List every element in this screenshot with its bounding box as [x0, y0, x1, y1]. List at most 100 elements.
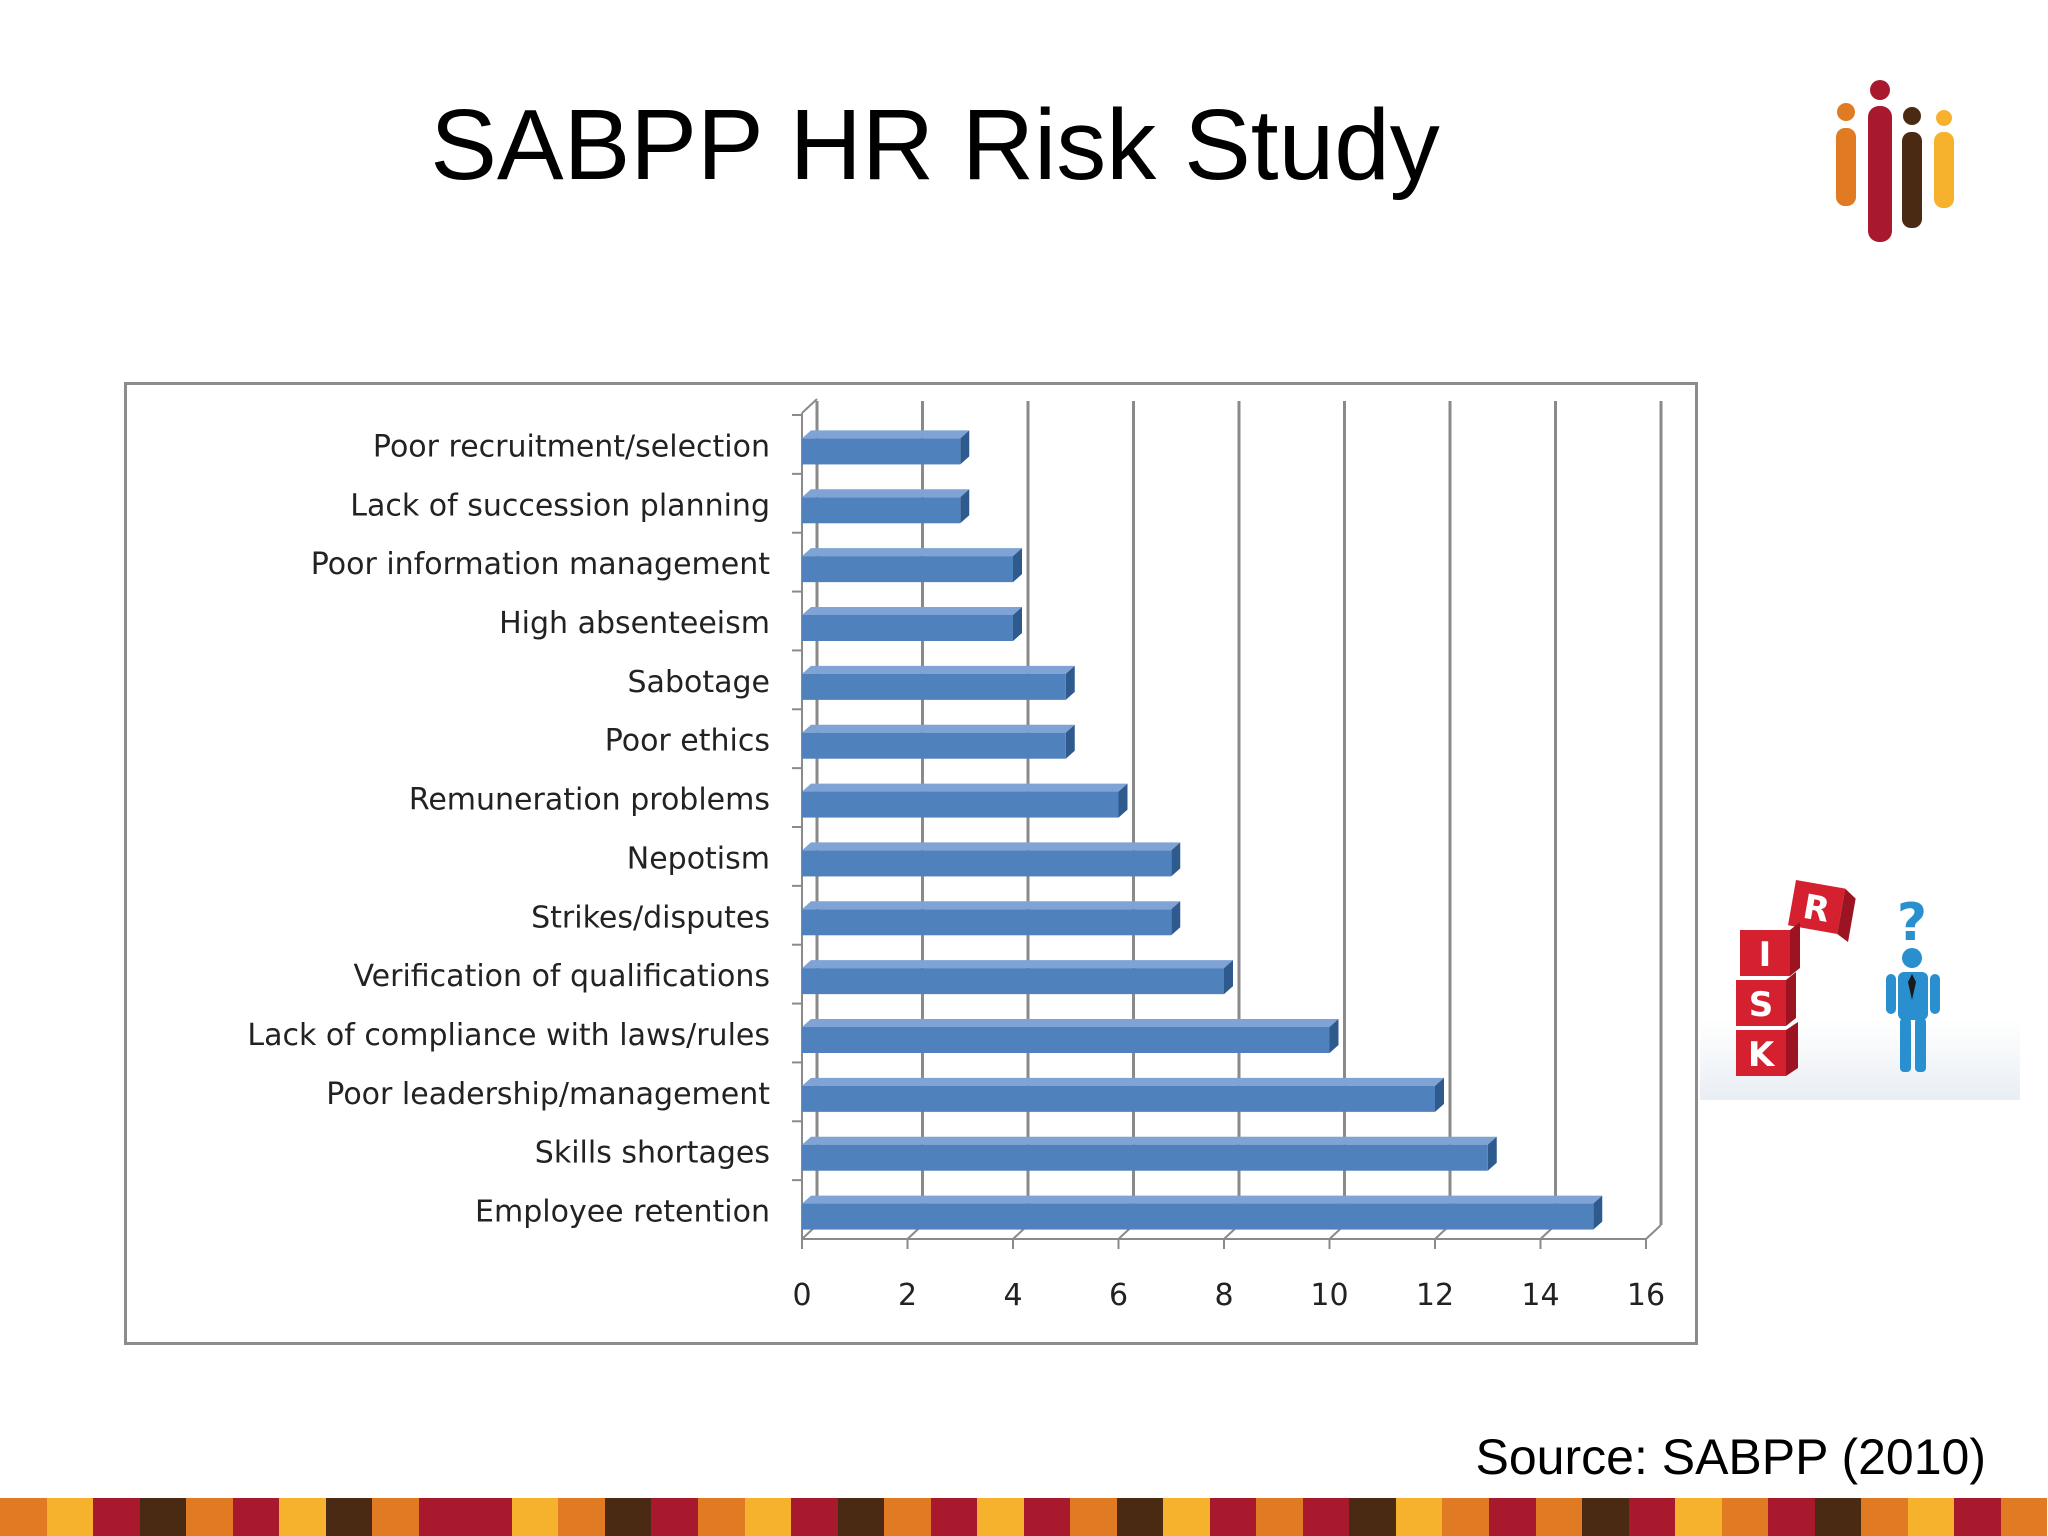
bar: [802, 556, 1013, 583]
footer-stripe: [1907, 1498, 1955, 1536]
footer-stripe: [1675, 1498, 1722, 1536]
bar-side-face: [1118, 783, 1128, 818]
x-tick-label: 12: [1416, 1278, 1454, 1313]
bar-side-face: [1224, 960, 1233, 995]
footer-stripe: [93, 1498, 140, 1536]
bar-top-face: [802, 665, 1075, 674]
bar: [802, 1085, 1435, 1112]
footer-stripe: [1814, 1498, 1862, 1536]
x-tick-label: 16: [1627, 1278, 1665, 1313]
category-label: Verification of qualifications: [353, 959, 770, 994]
footer-stripe: [744, 1498, 792, 1536]
category-label: Poor leadership/management: [326, 1077, 770, 1112]
bar-side-face: [1171, 842, 1181, 877]
source-citation: Source: SABPP (2010): [1475, 1429, 1986, 1485]
x-tick-label: 2: [898, 1278, 917, 1313]
question-man-icon: ?: [1886, 893, 1940, 1072]
logo-bar-brown: [1902, 132, 1922, 228]
footer-stripe: [1582, 1498, 1629, 1536]
bar-top-face: [802, 548, 1022, 557]
category-label: Remuneration problems: [409, 783, 770, 818]
footer-stripe: [884, 1498, 931, 1536]
footer-stripe: [651, 1498, 698, 1536]
logo-bar-red: [1868, 106, 1892, 242]
footer-stripe: [1116, 1498, 1164, 1536]
bar: [802, 1144, 1488, 1171]
bar-top-face: [802, 1019, 1339, 1027]
logo-icon: [1836, 80, 1954, 242]
bar-side-face: [1065, 724, 1075, 759]
category-label: Employee retention: [475, 1195, 770, 1230]
footer-stripe: [697, 1498, 745, 1536]
category-label: Lack of compliance with laws/rules: [247, 1018, 770, 1053]
x-tick-label: 14: [1521, 1278, 1559, 1313]
logo-bar-yellow: [1934, 132, 1954, 208]
footer-stripe: [1489, 1498, 1536, 1536]
category-label: Lack of succession planning: [350, 488, 770, 523]
bar-side-face: [960, 430, 970, 465]
bar: [802, 791, 1119, 818]
footer-stripe: [139, 1498, 187, 1536]
bar-top-face: [802, 607, 1022, 615]
footer-stripe: [186, 1498, 233, 1536]
floor-gridline: [1645, 1224, 1662, 1240]
logo-dot-yellow: [1936, 110, 1952, 126]
bar-side-face: [960, 489, 970, 524]
category-label: Strikes/disputes: [531, 900, 770, 935]
footer-stripe: [558, 1498, 605, 1536]
bar-top-face: [802, 489, 970, 498]
footer-stripe: [232, 1498, 280, 1536]
footer-stripe: [325, 1498, 373, 1536]
bar-top-face: [802, 960, 1233, 969]
bar-top-face: [802, 1195, 1603, 1204]
bar-top-face: [802, 842, 1181, 851]
bar-top-face: [802, 1136, 1497, 1145]
bar-side-face: [1487, 1136, 1497, 1171]
bar-side-face: [1171, 901, 1181, 936]
footer-stripe: [511, 1498, 559, 1536]
block-letter-s: S: [1749, 985, 1774, 1025]
footer-stripe: [1954, 1498, 2001, 1536]
logo-bar-orange: [1836, 128, 1856, 206]
bar-side-face: [1435, 1077, 1444, 1112]
footer-stripe: [1395, 1498, 1443, 1536]
footer-stripe: [837, 1498, 885, 1536]
slide-title: SABPP HR Risk Study: [430, 89, 1440, 201]
footer-stripe: [1768, 1498, 1815, 1536]
category-label: Sabotage: [628, 665, 770, 700]
chart-frame: Poor recruitment/selection Lack of succes…: [124, 382, 1698, 1345]
footer-stripe: [791, 1498, 838, 1536]
bar-top-face: [802, 1077, 1444, 1086]
footer-stripe: [1256, 1498, 1303, 1536]
bar-side-face: [1329, 1019, 1339, 1053]
bar: [802, 1027, 1330, 1053]
bar-top-face: [802, 724, 1075, 733]
footer-stripe: [46, 1498, 94, 1536]
x-tick-label: 4: [1003, 1278, 1022, 1313]
category-label: Poor ethics: [605, 724, 770, 759]
bar: [802, 909, 1172, 936]
footer-stripe: [1628, 1498, 1676, 1536]
footer-stripe-band: [0, 1498, 2048, 1536]
logo-dot-red: [1870, 80, 1890, 100]
logo-dot-orange: [1837, 103, 1855, 121]
bar: [802, 497, 961, 524]
bar-top-face: [802, 783, 1128, 792]
bar: [802, 968, 1224, 995]
footer-stripe: [279, 1498, 326, 1536]
footer-stripe: [977, 1498, 1024, 1536]
x-tick-label: 0: [792, 1278, 811, 1313]
footer-stripe: [1442, 1498, 1489, 1536]
risk-blocks-icon: R I S K: [1736, 880, 1856, 1076]
category-label: Nepotism: [627, 841, 770, 876]
footer-stripe: [2000, 1498, 2048, 1536]
bar-top-face: [802, 430, 970, 439]
x-tick-label: 8: [1214, 1278, 1233, 1313]
bar: [802, 850, 1172, 877]
category-label: Skills shortages: [535, 1136, 770, 1171]
x-tick-label: 10: [1310, 1278, 1348, 1313]
block-letter-i: I: [1759, 935, 1772, 975]
footer-stripe: [604, 1498, 652, 1536]
x-tick-label: 6: [1109, 1278, 1128, 1313]
bar-side-face: [1065, 665, 1075, 700]
